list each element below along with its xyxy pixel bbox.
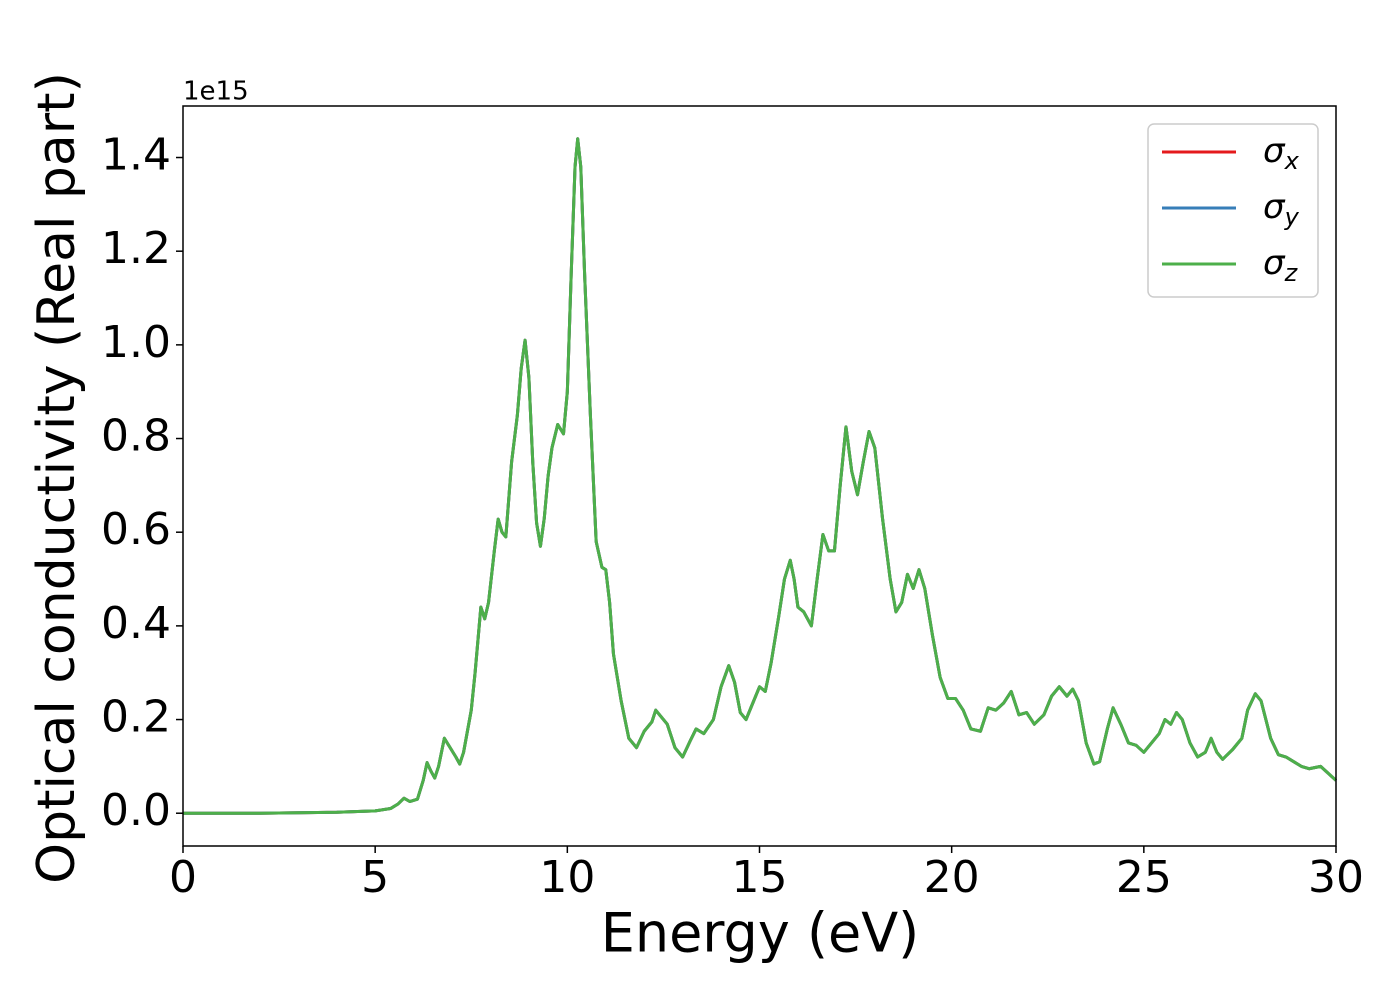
legend-box [1147, 123, 1319, 298]
x-tick-label: 0 [169, 852, 197, 903]
y-tick-label: 1.2 [101, 223, 171, 274]
y-tick-label: 0.4 [101, 598, 171, 649]
y-tick-label: 0.2 [101, 692, 171, 743]
x-axis-label: Energy (eV) [601, 902, 920, 965]
y-tick-label: 0.0 [101, 785, 171, 836]
y-tick-label: 0.8 [101, 411, 171, 462]
x-tick-label: 15 [732, 852, 788, 903]
legend-symbol: σ [1263, 187, 1286, 227]
legend-label: σy [1263, 187, 1300, 232]
x-tick-label: 25 [1116, 852, 1172, 903]
legend-symbol: σ [1263, 131, 1286, 171]
x-tick-label: 10 [539, 852, 595, 903]
data-line [183, 137, 1338, 815]
legend-symbol: σ [1263, 243, 1286, 283]
legend-subscript: x [1284, 147, 1300, 175]
y-axis-label: Optical conductivity (Real part) [27, 72, 87, 884]
x-tick-label: 30 [1308, 852, 1364, 903]
legend-label: σx [1263, 131, 1300, 176]
legend-label: σz [1263, 243, 1299, 288]
y-tick-label: 1.0 [101, 317, 171, 368]
plot-frame [182, 105, 1337, 847]
x-tick-label: 20 [924, 852, 980, 903]
legend-subscript: z [1284, 259, 1299, 287]
y-tick-label: 1.4 [101, 130, 171, 181]
y-tick-label: 0.6 [101, 504, 171, 555]
x-tick-label: 5 [361, 852, 389, 903]
legend-subscript: y [1284, 203, 1300, 231]
y-offset-label: 1e15 [183, 77, 249, 107]
